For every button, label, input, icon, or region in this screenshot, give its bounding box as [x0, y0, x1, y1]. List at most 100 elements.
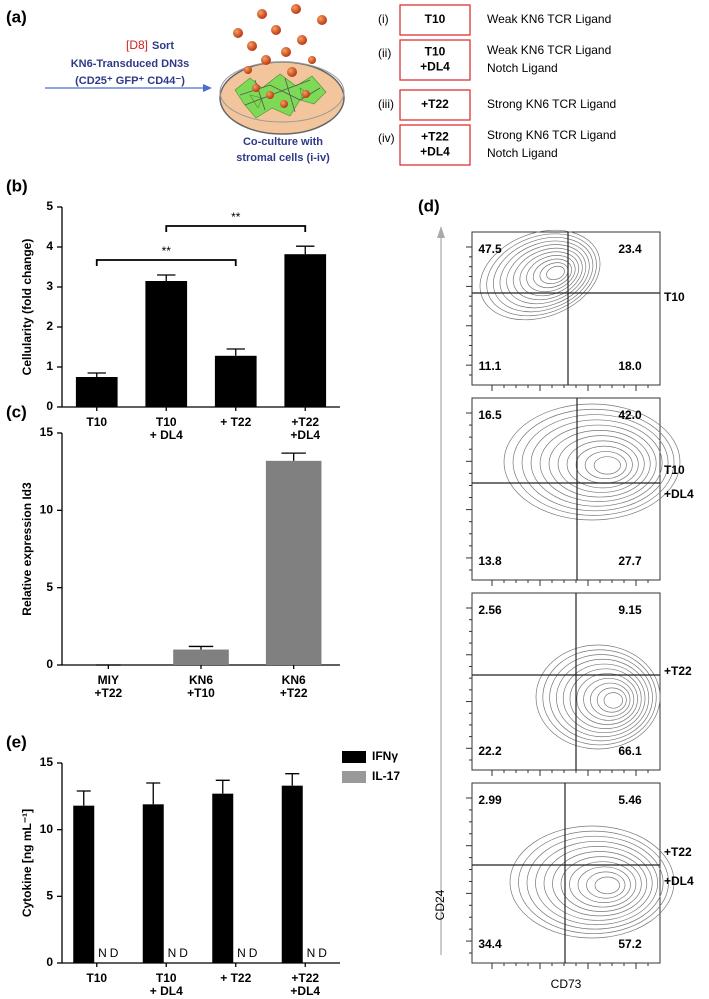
- contour: [593, 456, 621, 475]
- numeral: (ii): [378, 46, 391, 60]
- quadrant-percent: 66.1: [618, 744, 642, 758]
- x-tick-label: KN6 +T10: [187, 673, 215, 700]
- contour: [590, 682, 631, 717]
- quadrant-percent: 9.15: [618, 603, 642, 617]
- sample-label: +T22: [664, 664, 692, 678]
- y-tick-label: 15: [40, 755, 54, 769]
- y-tick-label: 10: [40, 503, 54, 517]
- condition-description: Weak KN6 TCR Ligand: [487, 12, 611, 26]
- quadrant-percent: 2.56: [478, 603, 502, 617]
- panel-label: (a): [6, 7, 27, 26]
- x-tick-label: + T22: [220, 415, 251, 429]
- markers: (CD25⁺ GFP⁺ CD44⁻): [75, 75, 185, 87]
- y-tick-label: 0: [46, 955, 53, 969]
- x-tick-label: T10 + DL4: [150, 971, 183, 998]
- numeral: (i): [378, 12, 389, 26]
- x-axis-label: CD73: [551, 977, 582, 991]
- contour: [518, 830, 669, 934]
- x-tick-label: KN6 +T22: [280, 673, 308, 700]
- contour: [560, 856, 642, 912]
- bar: [214, 355, 257, 407]
- condition-name: +DL4: [420, 145, 450, 159]
- numeral: (iv): [378, 131, 395, 145]
- quadrant-percent: 23.4: [618, 242, 642, 256]
- contour: [539, 424, 657, 502]
- condition-description: Weak KN6 TCR Ligand: [487, 43, 611, 57]
- x-tick-label: +T22 +DL4: [290, 415, 320, 442]
- contour: [542, 649, 657, 746]
- contour: [556, 658, 650, 738]
- contour: [512, 408, 675, 516]
- x-tick-label: MIY +T22: [94, 673, 122, 700]
- condition-box: [399, 124, 471, 166]
- condition-name: T10: [425, 45, 446, 59]
- contour: [512, 247, 583, 301]
- condition-name: T10: [425, 12, 446, 26]
- contour: [586, 871, 626, 899]
- panel-label: (c): [6, 402, 27, 421]
- bar: [173, 649, 229, 665]
- quadrant-percent: 57.2: [618, 937, 642, 951]
- legend-label: IL-17: [372, 769, 400, 783]
- coculture: Co-culture with: [243, 136, 323, 148]
- contour: [509, 825, 675, 939]
- x-tick-label: + T22: [220, 971, 251, 985]
- plot-frame: [471, 231, 661, 386]
- population: KN6-Transduced DN3s: [71, 58, 190, 70]
- contour: [569, 861, 637, 908]
- contour: [532, 258, 572, 289]
- sample-label: +T22: [664, 845, 692, 859]
- error-bar: [215, 779, 230, 794]
- sample-label: +DL4: [664, 874, 694, 888]
- y-tick-label: 0: [46, 399, 53, 413]
- y-axis-label: CD24: [433, 889, 447, 920]
- arrow-head: [203, 84, 212, 92]
- y-tick-label: 15: [40, 425, 54, 439]
- quadrant-percent: 16.5: [478, 408, 502, 422]
- condition-name: +T22: [421, 130, 449, 144]
- contour: [603, 692, 623, 709]
- contour: [526, 835, 664, 930]
- error-bar: [188, 645, 214, 650]
- bar: [73, 805, 95, 963]
- cells: [233, 4, 327, 108]
- bar: [284, 254, 327, 407]
- x-tick-label: T10: [86, 415, 107, 429]
- sample-label: T10: [664, 290, 685, 304]
- contour: [492, 237, 594, 313]
- contour: [548, 430, 651, 498]
- significance-bracket: [95, 259, 237, 266]
- conditions: (i) T10 Weak KN6 TCR Ligand(ii) T10+DL4Weak…: [378, 4, 616, 166]
- contour: [596, 687, 627, 713]
- contour: [569, 668, 642, 729]
- sample-label: +DL4: [664, 487, 694, 501]
- legend-label: IFNγ: [372, 749, 398, 763]
- contour: [543, 846, 653, 921]
- contour: [499, 240, 590, 309]
- condition-description: Notch Ligand: [487, 146, 558, 160]
- y-axis-label: Relative expression Id3: [20, 482, 34, 616]
- error-bar: [296, 245, 315, 255]
- condition-name: +DL4: [420, 60, 450, 74]
- significance-bracket: [165, 225, 307, 232]
- y-tick-label: 10: [40, 822, 54, 836]
- bar: [281, 785, 303, 963]
- numeral: (iii): [378, 97, 394, 111]
- quadrant-percent: 27.7: [618, 554, 642, 568]
- panel-label: (d): [418, 196, 440, 215]
- error-bar: [281, 452, 306, 461]
- bar: [75, 377, 118, 407]
- y-tick-label: 5: [46, 889, 53, 903]
- bar: [142, 804, 164, 963]
- sort-day: [D8]: [126, 38, 148, 52]
- axis-arrow-head: [437, 226, 445, 238]
- condition-description: Notch Ligand: [487, 61, 558, 75]
- error-bar: [146, 782, 161, 805]
- stroma-mesh: [239, 77, 321, 113]
- y-axis-label: Cellularity (fold change): [20, 239, 34, 376]
- contour: [546, 265, 565, 281]
- contour: [552, 851, 648, 917]
- panel-label: (e): [6, 732, 27, 751]
- y-tick-label: 0: [46, 657, 53, 671]
